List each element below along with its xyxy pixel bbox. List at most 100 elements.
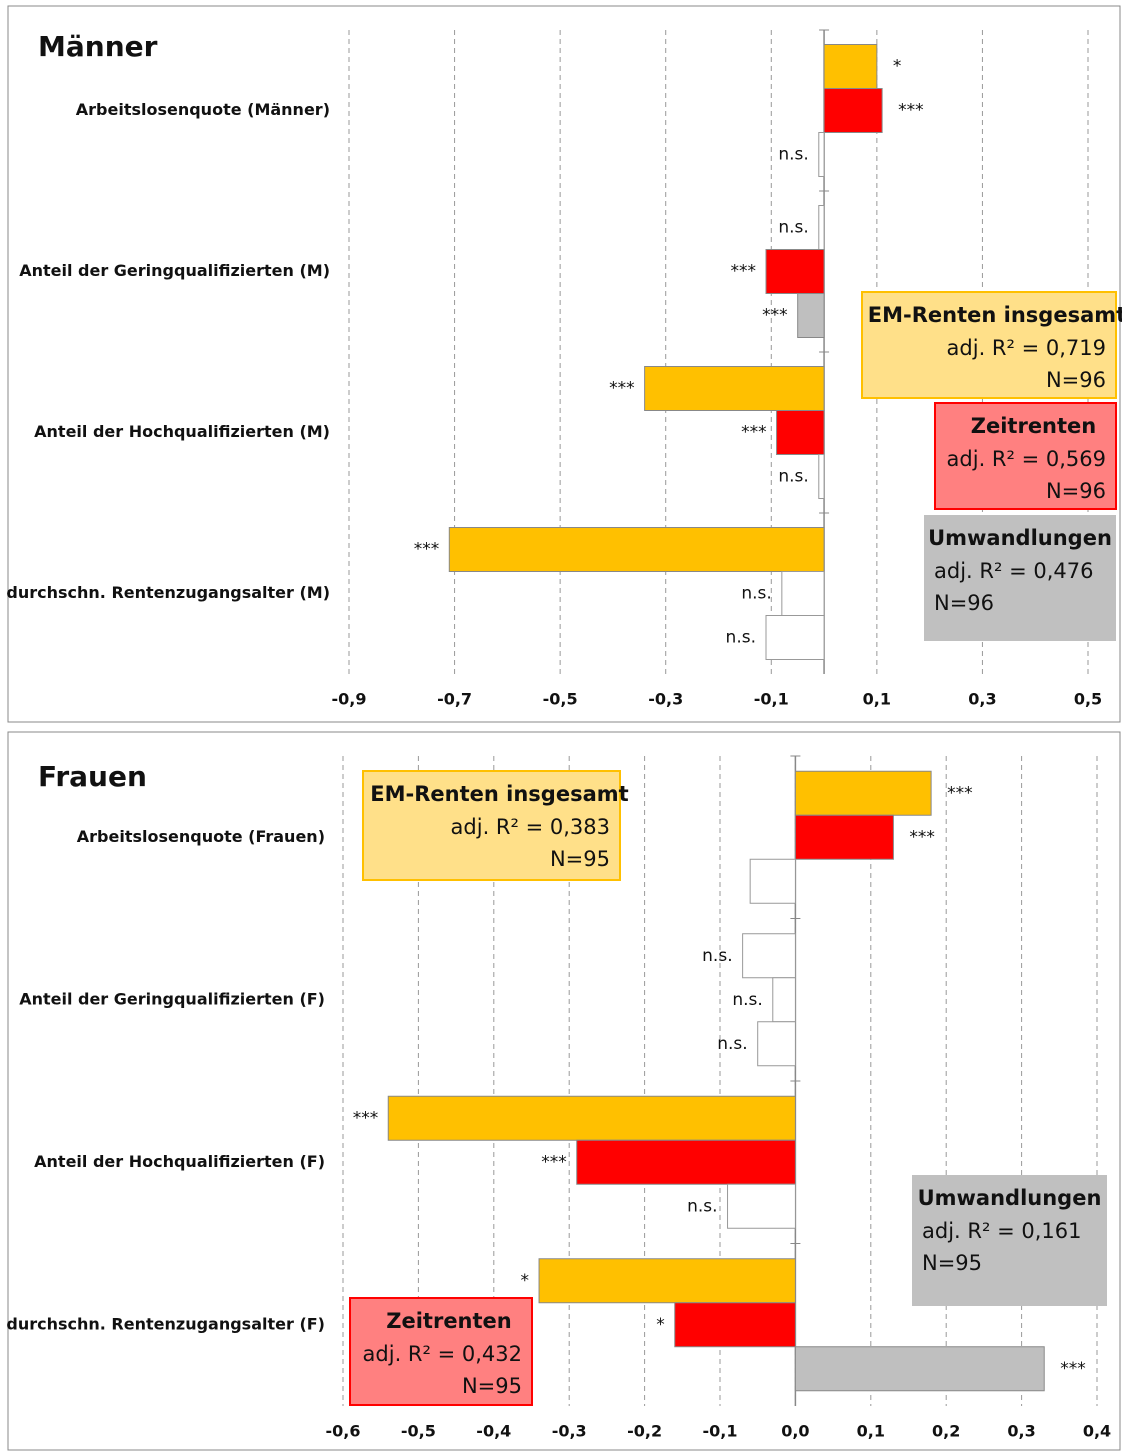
bar xyxy=(765,615,825,660)
legend-entry: Zeitrenten xyxy=(386,1309,512,1333)
x-tick-label: -0,3 xyxy=(648,690,683,709)
bar xyxy=(823,88,883,133)
bar xyxy=(818,132,825,177)
legend-entry: Zeitrenten xyxy=(971,414,1097,438)
legend-box xyxy=(349,1297,533,1406)
bar xyxy=(674,1302,796,1348)
x-tick-label: 0,5 xyxy=(1074,690,1102,709)
significance-label: *** xyxy=(762,306,788,326)
legend-stat: adj. R² = 0,383 xyxy=(451,815,610,839)
legend-stat: N=96 xyxy=(934,591,994,615)
legend-box xyxy=(912,1175,1107,1306)
category-label: Anteil der Hochqualifizierten (F) xyxy=(34,1152,325,1171)
significance-label: *** xyxy=(1060,1359,1086,1379)
significance-label: n.s. xyxy=(717,1034,747,1054)
bar xyxy=(448,527,825,572)
panel-border xyxy=(7,5,1121,723)
significance-label: *** xyxy=(731,262,757,282)
bar xyxy=(818,205,825,250)
significance-label: n.s. xyxy=(702,946,732,966)
x-tick-label: 0,3 xyxy=(1007,1422,1035,1441)
significance-label: *** xyxy=(541,1152,567,1172)
legend-entry: EM-Renten insgesamt xyxy=(370,782,628,806)
bar xyxy=(727,1183,796,1229)
bar xyxy=(794,1346,1045,1392)
x-tick-label: -0,4 xyxy=(476,1422,511,1441)
bar xyxy=(742,933,796,979)
legend-box xyxy=(924,515,1116,641)
bar xyxy=(781,571,825,616)
x-tick-label: 0,3 xyxy=(968,690,996,709)
significance-label: n.s. xyxy=(687,1196,717,1216)
x-tick-label: 0,1 xyxy=(857,1422,885,1441)
bar xyxy=(644,366,825,411)
bar xyxy=(823,44,878,89)
bar xyxy=(794,814,894,860)
x-tick-label: 0,2 xyxy=(932,1422,960,1441)
significance-label: n.s. xyxy=(741,584,771,604)
significance-label: * xyxy=(521,1271,530,1291)
legend-stat: adj. R² = 0,432 xyxy=(363,1342,522,1366)
legend-stat: N=95 xyxy=(462,1374,522,1398)
significance-label: n.s. xyxy=(732,990,762,1010)
x-tick-label: -0,5 xyxy=(401,1422,436,1441)
x-tick-label: -0,2 xyxy=(627,1422,662,1441)
significance-label: n.s. xyxy=(778,467,808,487)
bar xyxy=(772,977,796,1023)
panel-border xyxy=(7,731,1121,1451)
legend-entry: Umwandlungen xyxy=(918,1186,1102,1210)
significance-label: *** xyxy=(353,1108,379,1128)
category-label: durchschn. Rentenzugangsalter (M) xyxy=(6,583,330,602)
bar xyxy=(576,1139,796,1185)
significance-label: *** xyxy=(947,783,973,803)
bar xyxy=(765,249,825,294)
bar xyxy=(794,770,932,816)
significance-label: *** xyxy=(909,827,935,847)
significance-label: *** xyxy=(609,379,635,399)
legend-stat: N=95 xyxy=(922,1251,982,1275)
significance-label: *** xyxy=(414,540,440,560)
legend-entry: EM-Renten insgesamt xyxy=(868,303,1122,327)
category-label: Anteil der Geringqualifizierten (F) xyxy=(19,989,325,1008)
bar xyxy=(757,1021,796,1067)
significance-label: * xyxy=(893,57,902,77)
chart-title: Männer xyxy=(38,30,158,63)
legend-stat: adj. R² = 0,161 xyxy=(922,1219,1081,1243)
legend-stat: N=96 xyxy=(1046,368,1106,392)
x-tick-label: -0,9 xyxy=(332,690,367,709)
legend-stat: N=95 xyxy=(550,847,610,871)
bar xyxy=(387,1095,796,1141)
legend-box xyxy=(934,402,1117,510)
x-tick-label: -0,1 xyxy=(703,1422,738,1441)
bar xyxy=(797,293,825,338)
category-label: Anteil der Hochqualifizierten (M) xyxy=(34,422,330,441)
x-tick-label: 0,1 xyxy=(863,690,891,709)
x-tick-label: -0,3 xyxy=(552,1422,587,1441)
bar xyxy=(749,858,796,904)
bar xyxy=(776,410,825,455)
category-label: Arbeitslosenquote (Frauen) xyxy=(77,827,325,846)
legend-stat: N=96 xyxy=(1046,479,1106,503)
bar xyxy=(818,454,825,499)
legend-box xyxy=(861,291,1117,399)
x-tick-label: 0,4 xyxy=(1083,1422,1111,1441)
legend-stat: adj. R² = 0,569 xyxy=(947,447,1106,471)
legend-stat: adj. R² = 0,719 xyxy=(947,336,1106,360)
legend-stat: adj. R² = 0,476 xyxy=(934,559,1093,583)
significance-label: n.s. xyxy=(778,218,808,238)
x-tick-label: 0,0 xyxy=(781,1422,809,1441)
significance-label: n.s. xyxy=(726,628,756,648)
x-tick-label: -0,1 xyxy=(754,690,789,709)
category-label: Arbeitslosenquote (Männer) xyxy=(76,100,330,119)
bar xyxy=(538,1258,796,1304)
significance-label: *** xyxy=(898,101,924,121)
category-label: Anteil der Geringqualifizierten (M) xyxy=(19,261,330,280)
x-tick-label: -0,6 xyxy=(326,1422,361,1441)
legend-box xyxy=(362,770,621,881)
significance-label: * xyxy=(656,1315,665,1335)
significance-label: *** xyxy=(741,423,767,443)
x-tick-label: -0,5 xyxy=(543,690,578,709)
category-label: durchschn. Rentenzugangsalter (F) xyxy=(6,1314,325,1333)
